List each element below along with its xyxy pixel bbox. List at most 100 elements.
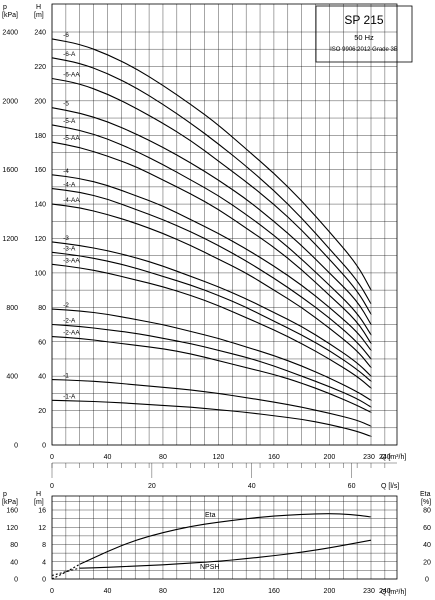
flow-tick-label: 230 — [363, 454, 375, 461]
head-tick-label: 140 — [34, 202, 46, 209]
efficiency-tick-label: 20 — [423, 559, 431, 566]
lower-pressure-axis-symbol: p — [3, 491, 7, 498]
flow-axis-title-secondary: Q [l/s] — [381, 483, 399, 490]
lower-flow-tick-label: 80 — [159, 588, 167, 595]
lower-flow-tick-label: 160 — [268, 588, 280, 595]
head-curve-label: -4 — [63, 168, 69, 175]
head-curve-label: -1-A — [63, 393, 76, 400]
npsh-curve — [79, 539, 372, 569]
flow-axis-title: Q [m³/h] — [381, 454, 406, 461]
head-curve-stage-5 — [51, 107, 372, 326]
lower-head-tick-label: 4 — [42, 559, 46, 566]
pressure-tick-label: 800 — [6, 305, 18, 312]
flow-tick-label: 160 — [268, 454, 280, 461]
lower-flow-tick-label: 230 — [363, 588, 375, 595]
head-curve-label: -2-AA — [63, 330, 80, 337]
head-curve-stage-6-AA — [51, 77, 372, 315]
head-curve-label: -2-A — [63, 318, 76, 325]
standard-label: ISO 9906:2012 Grade 3B — [330, 47, 398, 53]
head-curve-stage-3 — [51, 241, 372, 377]
head-axis-ticks: 0204060801001201401601802002202400400800… — [2, 30, 397, 490]
pressure-tick-label: 1600 — [2, 167, 18, 174]
head-tick-label: 0 — [42, 443, 46, 450]
lower-flow-axis-title: Q [m³/h] — [381, 589, 406, 596]
lower-flow-tick-label: 0 — [50, 588, 54, 595]
head-curve-stage-5-AA — [51, 141, 372, 345]
head-curve-label: -3-AA — [63, 257, 80, 264]
pressure-axis-unit: [kPa] — [2, 12, 18, 19]
lower-pressure-tick-label: 120 — [6, 525, 18, 532]
efficiency-grid — [51, 495, 398, 580]
npsh-curve-label: NPSH — [200, 564, 219, 571]
head-curve-label: -5-AA — [63, 135, 80, 142]
pressure-tick-label: 2000 — [2, 98, 18, 105]
head-curve-label: -5 — [63, 101, 69, 108]
pressure-tick-label: 400 — [6, 374, 18, 381]
pressure-tick-label: 2400 — [2, 30, 18, 37]
lower-pressure-axis-unit: [kPa] — [2, 499, 18, 506]
head-axis-unit: [m] — [34, 12, 44, 19]
head-curve-label: -3 — [63, 235, 69, 242]
head-tick-label: 40 — [38, 374, 46, 381]
model-name: SP 215 — [344, 13, 383, 27]
flow-secondary-tick-label: 0 — [50, 483, 54, 490]
head-curve-stage-3-A — [51, 251, 372, 382]
head-curve-label: -6-AA — [63, 71, 80, 78]
head-grid — [51, 3, 398, 446]
head-curve-stage-3-AA — [51, 263, 372, 389]
eta-curve-label: Eta — [205, 512, 216, 519]
title-box: SP 215 50 Hz ISO 9906:2012 Grade 3B — [315, 5, 413, 63]
flow-tick-label: 200 — [324, 454, 336, 461]
head-tick-label: 120 — [34, 236, 46, 243]
head-curve-stage-1-A — [51, 399, 372, 437]
lower-head-axis-unit: [m] — [34, 499, 44, 506]
lower-head-tick-label: 12 — [38, 525, 46, 532]
head-tick-label: 160 — [34, 167, 46, 174]
lower-pressure-tick-label: 160 — [6, 508, 18, 515]
lower-pressure-tick-label: 80 — [10, 542, 18, 549]
head-curve-label: -1 — [63, 373, 69, 380]
lower-head-tick-label: 0 — [42, 577, 46, 584]
lower-flow-tick-label: 200 — [324, 588, 336, 595]
pressure-tick-label: 1200 — [2, 236, 18, 243]
efficiency-axis-symbol: Eta — [420, 491, 431, 498]
head-grid-frame — [51, 3, 398, 446]
head-curve-stage-4-AA — [51, 203, 372, 369]
head-curve-stage-2 — [51, 308, 372, 401]
head-curve-stage-2-A — [51, 323, 372, 408]
efficiency-axis-unit: [%] — [421, 499, 431, 506]
head-curve-label: -2 — [63, 302, 69, 309]
flow-secondary-tick-label: 60 — [348, 483, 356, 490]
head-axis-symbol: H — [36, 4, 41, 11]
lower-pressure-tick-label: 0 — [14, 577, 18, 584]
efficiency-curves — [51, 513, 372, 580]
head-curve-stage-2-AA — [51, 336, 372, 413]
flow-tick-label: 120 — [213, 454, 225, 461]
head-tick-label: 200 — [34, 98, 46, 105]
head-curve-stage-5-A — [51, 124, 372, 336]
head-curve-label: -3-A — [63, 245, 76, 252]
efficiency-tick-label: 40 — [423, 542, 431, 549]
head-tick-label: 180 — [34, 133, 46, 140]
flow-secondary-tick-label: 40 — [248, 483, 256, 490]
flow-tick-label: 240 — [379, 454, 391, 461]
head-tick-label: 100 — [34, 270, 46, 277]
head-tick-label: 80 — [38, 305, 46, 312]
eta-curve-extrapolated — [51, 563, 80, 580]
head-curve-label: -4-AA — [63, 197, 80, 204]
lower-flow-tick-label: 40 — [104, 588, 112, 595]
head-curve-stage-6 — [51, 38, 372, 291]
efficiency-tick-label: 80 — [423, 508, 431, 515]
lower-flow-tick-label: 120 — [213, 588, 225, 595]
flow-tick-label: 40 — [104, 454, 112, 461]
efficiency-grid-frame — [51, 495, 398, 580]
pressure-tick-label: 0 — [14, 443, 18, 450]
lower-head-axis-symbol: H — [36, 491, 41, 498]
flow-tick-label: 0 — [50, 454, 54, 461]
npsh-curve-extrapolated — [51, 567, 81, 577]
frequency-label: 50 Hz — [354, 33, 374, 42]
lower-pressure-tick-label: 40 — [10, 559, 18, 566]
lower-flow-tick-label: 240 — [379, 588, 391, 595]
head-curve-stage-4-A — [51, 188, 372, 360]
head-curve-stage-4 — [51, 174, 372, 351]
